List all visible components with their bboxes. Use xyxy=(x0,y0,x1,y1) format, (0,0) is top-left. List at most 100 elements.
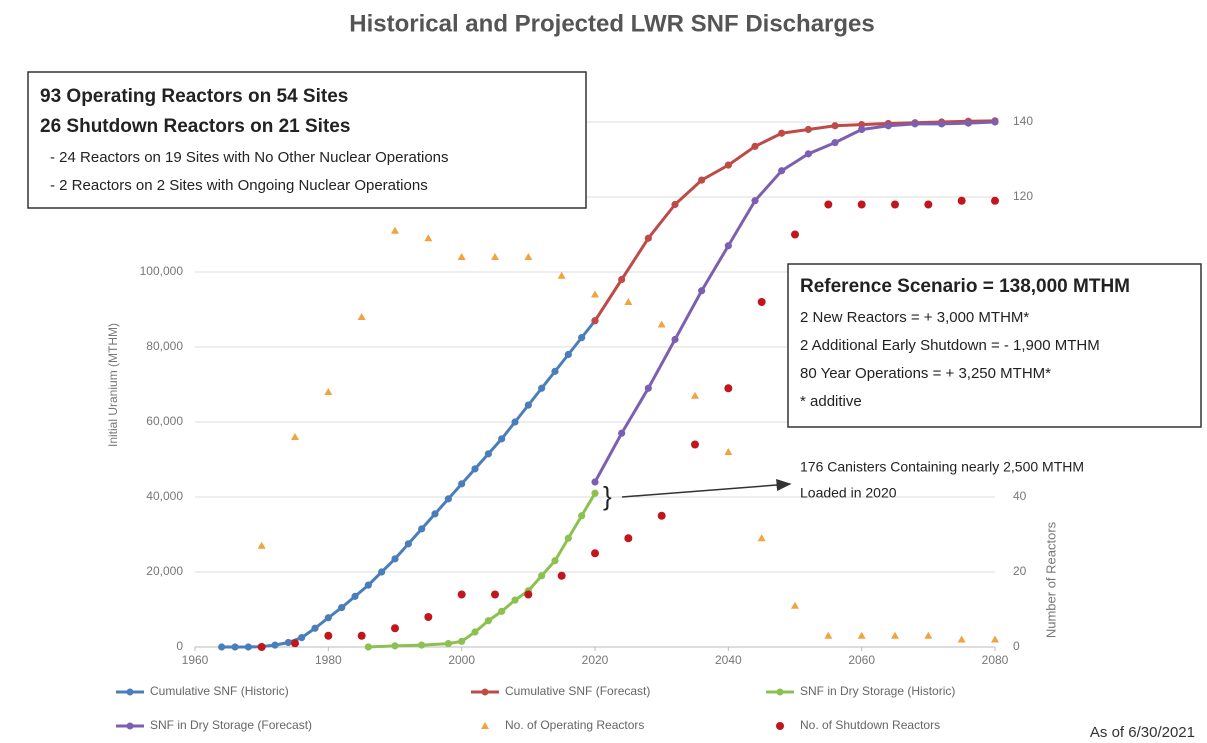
operating-marker xyxy=(957,635,966,643)
y-tick-label: 40,000 xyxy=(146,489,183,503)
chart-title: Historical and Projected LWR SNF Dischar… xyxy=(349,10,874,37)
info-box xyxy=(27,71,587,209)
callout-arrow xyxy=(621,479,792,498)
line-marker xyxy=(578,512,586,520)
line-marker xyxy=(284,638,292,647)
operating-marker xyxy=(291,433,299,440)
line-marker xyxy=(338,604,346,612)
line-marker xyxy=(591,317,599,325)
line-marker xyxy=(564,534,572,542)
operating-marker xyxy=(724,448,733,455)
line-marker xyxy=(391,642,399,650)
shutdown-marker xyxy=(824,200,833,209)
shutdown-marker xyxy=(991,196,999,205)
legend-swatch xyxy=(776,688,784,696)
x-tick-label: 2020 xyxy=(582,653,609,667)
line-marker xyxy=(751,197,759,205)
scenario-line: 80 Year Operations = + 3,250 MTHM* xyxy=(800,365,1051,382)
operating-marker xyxy=(591,290,599,298)
bracket: } xyxy=(603,481,612,511)
line-marker xyxy=(511,596,519,604)
legend-swatch xyxy=(126,722,134,730)
callout-line: 176 Canisters Containing nearly 2,500 MT… xyxy=(800,459,1084,475)
legend-swatch xyxy=(481,722,489,729)
operating-marker xyxy=(491,253,499,260)
line-marker xyxy=(751,142,759,150)
date-note: As of 6/30/2021 xyxy=(1090,724,1195,741)
operating-marker xyxy=(691,391,699,399)
y2-tick-label: 40 xyxy=(1013,489,1027,503)
y-tick-label: 0 xyxy=(176,639,183,653)
series-line xyxy=(221,319,597,649)
line-marker xyxy=(231,643,239,651)
line-marker xyxy=(498,607,506,615)
line-marker xyxy=(431,510,439,518)
series-line xyxy=(368,492,597,649)
shutdown-marker xyxy=(757,298,766,306)
line-marker xyxy=(551,557,559,565)
shutdown-marker xyxy=(957,196,966,205)
x-tick-label: 2060 xyxy=(848,653,875,667)
operating-marker xyxy=(457,253,466,260)
line-marker xyxy=(591,478,599,486)
info-line: 93 Operating Reactors on 54 Sites xyxy=(40,86,348,107)
line-marker xyxy=(538,384,546,392)
line-marker xyxy=(404,540,412,548)
legend-label: No. of Shutdown Reactors xyxy=(800,718,940,732)
line-marker xyxy=(698,176,706,184)
line-marker xyxy=(964,119,972,127)
operating-marker xyxy=(991,635,999,643)
y-tick-label: 60,000 xyxy=(146,414,183,428)
legend-label: SNF in Dry Storage (Forecast) xyxy=(150,718,312,732)
line-marker xyxy=(884,122,892,130)
line-marker xyxy=(351,592,359,600)
line-marker xyxy=(618,275,626,284)
line-marker xyxy=(991,118,999,126)
y-tick-label: 100,000 xyxy=(140,264,184,278)
callout-line: Loaded in 2020 xyxy=(800,485,897,501)
legend-label: No. of Operating Reactors xyxy=(505,718,644,732)
line-marker xyxy=(858,125,866,134)
line-marker xyxy=(564,350,572,359)
line-marker xyxy=(271,641,279,649)
line-marker xyxy=(524,401,532,409)
line-marker xyxy=(378,568,386,576)
scenario-line: Reference Scenario = 138,000 MTHM xyxy=(800,276,1130,297)
line-marker xyxy=(551,367,559,375)
operating-marker xyxy=(324,388,333,395)
y-tick-label: 80,000 xyxy=(146,339,183,353)
legend-label: SNF in Dry Storage (Historic) xyxy=(800,684,955,698)
shutdown-marker xyxy=(924,200,933,209)
line-marker xyxy=(644,234,652,242)
line-marker xyxy=(444,640,452,648)
operating-marker xyxy=(357,313,366,320)
shutdown-marker xyxy=(657,511,666,520)
shutdown-marker xyxy=(857,200,866,209)
operating-marker xyxy=(924,631,933,639)
legend-swatch xyxy=(481,688,489,696)
line-marker xyxy=(831,122,839,130)
operating-marker xyxy=(257,541,266,549)
line-marker xyxy=(298,634,306,642)
info-line: - 2 Reactors on 2 Sites with Ongoing Nuc… xyxy=(50,177,428,194)
operating-marker xyxy=(624,298,633,305)
line-marker xyxy=(311,624,319,632)
line-marker xyxy=(911,120,919,128)
line-marker xyxy=(458,480,466,488)
shutdown-marker xyxy=(891,200,899,209)
info-line: 26 Shutdown Reactors on 21 Sites xyxy=(40,116,350,137)
operating-marker xyxy=(391,226,399,234)
shutdown-marker xyxy=(257,643,266,651)
y2-axis-label: Number of Reactors xyxy=(1043,521,1058,638)
line-marker xyxy=(511,418,519,426)
shutdown-marker xyxy=(491,590,499,599)
y2-tick-label: 0 xyxy=(1013,639,1020,653)
line-marker xyxy=(458,637,466,645)
y2-tick-label: 20 xyxy=(1013,564,1027,578)
line-marker xyxy=(391,555,399,563)
x-tick-label: 2000 xyxy=(448,653,475,667)
shutdown-marker xyxy=(557,571,566,580)
y2-tick-label: 120 xyxy=(1013,189,1033,203)
line-marker xyxy=(778,167,786,175)
